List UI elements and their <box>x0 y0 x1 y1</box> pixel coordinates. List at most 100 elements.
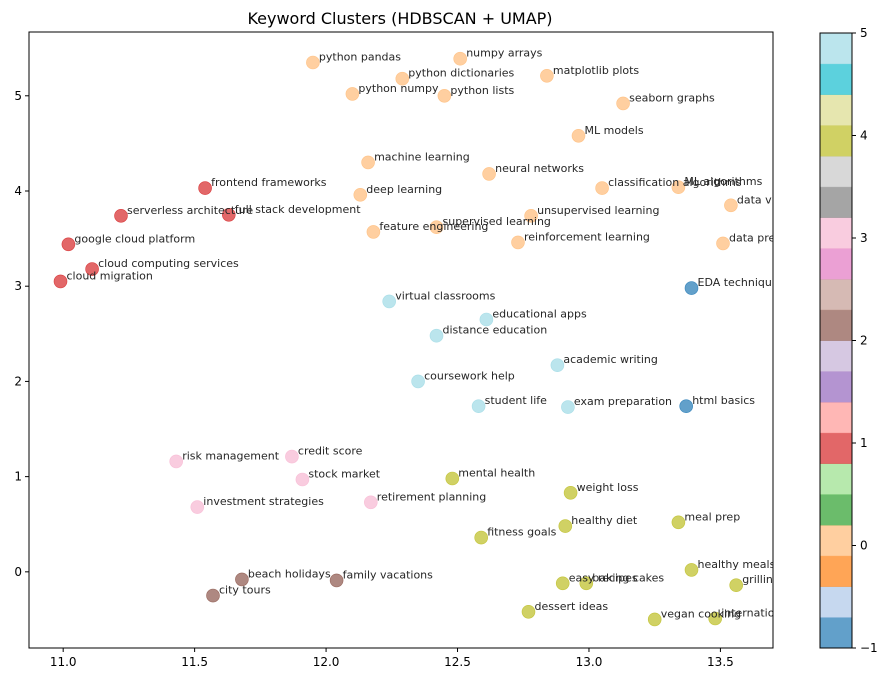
point-label: python pandas <box>319 51 401 64</box>
x-tick-label: 11.5 <box>181 655 208 669</box>
point-label: meal prep <box>684 510 740 523</box>
colorbar-tick-label: 5 <box>860 26 868 40</box>
colorbar-segment <box>820 617 852 649</box>
scatter-point <box>429 220 444 234</box>
scatter-point <box>206 588 220 603</box>
colorbar-tick-label: 4 <box>860 129 868 143</box>
scatter-point <box>571 129 586 143</box>
scatter-point <box>482 167 496 181</box>
scatter-point <box>53 274 68 289</box>
scatter-point <box>61 237 76 252</box>
scatter-point <box>190 500 205 514</box>
point-label: beach holidays <box>248 567 331 580</box>
chart-title: Keyword Clusters (HDBSCAN + UMAP) <box>247 9 552 28</box>
colorbar-segment <box>820 156 852 188</box>
point-label: serverless architecture <box>127 204 253 217</box>
point-label: feature engineering <box>379 220 488 233</box>
point-label: risk management <box>182 449 280 462</box>
scatter-point <box>395 71 410 86</box>
colorbar-segment <box>820 432 852 464</box>
point-label: data visualization <box>737 193 834 206</box>
scatter-point <box>198 181 212 195</box>
y-tick-label: 0 <box>14 565 22 579</box>
point-label: vegan cooking <box>661 607 741 620</box>
point-label: investment strategies <box>203 495 324 508</box>
colorbar-segment <box>820 371 852 403</box>
point-label: frontend frameworks <box>211 176 327 189</box>
scatter-point <box>474 530 489 545</box>
scatter-point <box>437 89 452 103</box>
point-label: supervised learning <box>443 215 551 228</box>
scatter-point <box>555 576 570 591</box>
scatter-point <box>363 495 378 510</box>
scatter-point <box>684 563 699 577</box>
x-tick-label: 13.5 <box>707 655 734 669</box>
point-label: deep learning <box>366 183 442 196</box>
colorbar-segment <box>820 555 852 587</box>
point-label: fitness goals <box>487 526 556 539</box>
scatter-point <box>479 312 494 327</box>
point-label: cloud migration <box>67 269 153 282</box>
point-label: seaborn graphs <box>629 91 715 104</box>
colorbar-tick-label: 0 <box>860 539 868 553</box>
point-label: grilling techniques <box>742 573 844 586</box>
scatter-point <box>445 471 460 486</box>
scatter-point <box>595 181 609 195</box>
scatter-point <box>453 51 468 66</box>
scatter-point <box>579 576 594 591</box>
x-tick-label: 12.5 <box>444 655 471 669</box>
scatter-point <box>169 454 183 469</box>
point-label: family vacations <box>343 568 434 581</box>
colorbar-segment <box>820 309 852 341</box>
scatter-point <box>716 236 730 251</box>
scatter-point <box>671 180 686 194</box>
point-label: retirement planning <box>377 490 486 503</box>
scatter-point <box>671 515 686 530</box>
point-label: ML algorithms <box>684 175 762 188</box>
y-tick-label: 5 <box>14 89 22 103</box>
scatter-point <box>285 449 299 464</box>
scatter-point <box>382 294 397 309</box>
point-label: reinforcement learning <box>524 230 650 243</box>
point-label: weight loss <box>577 481 639 494</box>
colorbar: −1 0 1 2 3 4 5 <box>819 26 878 655</box>
plot-frame <box>28 31 774 649</box>
point-label: city tours <box>219 584 271 597</box>
point-label: EDA techniques <box>698 276 785 289</box>
point-label: mental health <box>458 467 535 480</box>
colorbar-segment <box>820 279 852 311</box>
colorbar-tick-label: 3 <box>860 231 868 245</box>
point-label: healthy meals <box>698 558 776 571</box>
colorbar-segment <box>820 63 852 95</box>
point-label: data preprocessing <box>729 231 835 244</box>
scatter-point <box>524 209 538 223</box>
colorbar-segment <box>820 402 852 434</box>
scatter-point <box>345 87 360 101</box>
x-axis: 11.0 11.5 12.0 12.5 13.0 13.5 <box>50 648 734 669</box>
scatter-point <box>361 155 375 170</box>
point-label: python numpy <box>358 82 439 95</box>
x-tick-label: 12.0 <box>313 655 340 669</box>
scatter-point <box>511 235 525 250</box>
colorbar-segment <box>820 125 852 157</box>
scatter-point <box>429 328 444 343</box>
scatter-point <box>85 262 99 276</box>
x-tick-label: 13.0 <box>576 655 603 669</box>
point-label: google cloud platform <box>74 232 195 245</box>
scatter-point <box>550 358 565 373</box>
colorbar-segment <box>820 340 852 372</box>
point-label: matplotlib plots <box>553 64 640 77</box>
plot-area: python pandas numpy arrays python dictiona… <box>53 47 844 627</box>
point-label: credit score <box>298 445 363 458</box>
colorbar-segment <box>820 494 852 526</box>
point-label: ML models <box>585 124 644 137</box>
point-label: full stack development <box>235 203 361 216</box>
colorbar-segment <box>820 94 852 126</box>
colorbar-segment <box>820 525 852 557</box>
colorbar-segment <box>820 586 852 618</box>
point-label: unsupervised learning <box>537 204 659 217</box>
scatter-point <box>679 399 694 414</box>
scatter-point <box>222 208 236 222</box>
point-label: cloud computing services <box>98 257 239 270</box>
